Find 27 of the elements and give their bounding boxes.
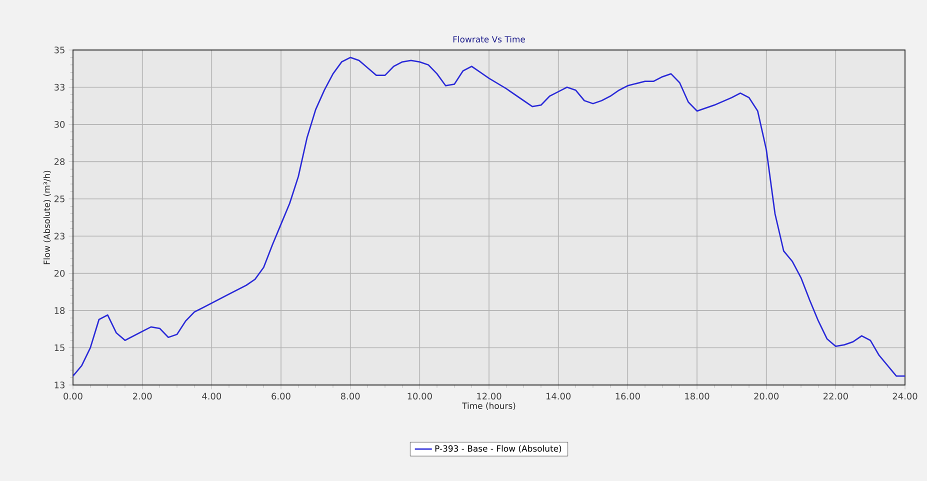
- y-tick-label: 35: [54, 46, 64, 54]
- x-tick-label: 12.00: [477, 392, 502, 400]
- y-tick-label: 20: [54, 270, 65, 277]
- y-tick-label: 30: [54, 121, 65, 128]
- x-tick-label: 22.00: [823, 392, 848, 400]
- x-tick-label: 0.00: [64, 392, 82, 400]
- x-tick-label: 4.00: [202, 392, 222, 400]
- chart-title: Flowrate Vs Time: [453, 36, 525, 43]
- y-tick-label: 15: [54, 344, 64, 352]
- x-tick-label: 2.00: [133, 392, 152, 400]
- x-tick-label: 16.00: [616, 392, 640, 400]
- legend-label: P-393 - Base - Flow (Absolute): [435, 445, 562, 453]
- y-tick-label: 13: [54, 382, 65, 388]
- x-tick-label: 20.00: [754, 392, 779, 400]
- x-tick-label: 6.00: [272, 392, 290, 400]
- y-tick-label: 25: [54, 195, 64, 202]
- y-axis-title: Flow (Absolute) (m³/h): [43, 170, 51, 264]
- x-tick-label: 14.00: [546, 392, 571, 400]
- y-tick-label: 23: [54, 232, 65, 240]
- x-tick-label: 24.00: [892, 392, 918, 400]
- x-tick-label: 18.00: [685, 392, 710, 400]
- x-tick-label: 8.00: [340, 392, 360, 400]
- y-tick-label: 33: [54, 84, 65, 91]
- y-tick-label: 18: [54, 307, 65, 314]
- y-tick-label: 28: [54, 158, 65, 166]
- x-tick-label: 10.00: [408, 392, 432, 400]
- x-axis-title: Time (hours): [462, 402, 516, 410]
